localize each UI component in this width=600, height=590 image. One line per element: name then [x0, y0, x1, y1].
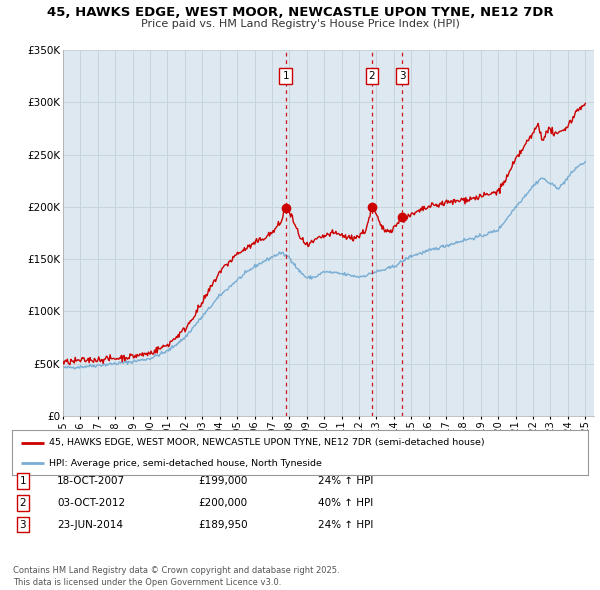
Text: 1: 1 — [283, 71, 289, 81]
Text: 3: 3 — [398, 71, 405, 81]
Text: HPI: Average price, semi-detached house, North Tyneside: HPI: Average price, semi-detached house,… — [49, 459, 322, 468]
Text: Price paid vs. HM Land Registry's House Price Index (HPI): Price paid vs. HM Land Registry's House … — [140, 19, 460, 29]
Text: 18-OCT-2007: 18-OCT-2007 — [57, 476, 125, 486]
Text: 45, HAWKS EDGE, WEST MOOR, NEWCASTLE UPON TYNE, NE12 7DR (semi-detached house): 45, HAWKS EDGE, WEST MOOR, NEWCASTLE UPO… — [49, 438, 485, 447]
Text: 2: 2 — [369, 71, 376, 81]
Text: Contains HM Land Registry data © Crown copyright and database right 2025.
This d: Contains HM Land Registry data © Crown c… — [13, 566, 340, 587]
Text: 1: 1 — [19, 476, 26, 486]
Text: £189,950: £189,950 — [198, 520, 248, 529]
Text: 45, HAWKS EDGE, WEST MOOR, NEWCASTLE UPON TYNE, NE12 7DR: 45, HAWKS EDGE, WEST MOOR, NEWCASTLE UPO… — [47, 6, 553, 19]
Text: 23-JUN-2014: 23-JUN-2014 — [57, 520, 123, 529]
Text: 03-OCT-2012: 03-OCT-2012 — [57, 498, 125, 507]
Text: £199,000: £199,000 — [198, 476, 247, 486]
Text: 2: 2 — [19, 498, 26, 507]
Text: 24% ↑ HPI: 24% ↑ HPI — [318, 520, 373, 529]
Text: 40% ↑ HPI: 40% ↑ HPI — [318, 498, 373, 507]
Text: 24% ↑ HPI: 24% ↑ HPI — [318, 476, 373, 486]
Text: £200,000: £200,000 — [198, 498, 247, 507]
Text: 3: 3 — [19, 520, 26, 529]
